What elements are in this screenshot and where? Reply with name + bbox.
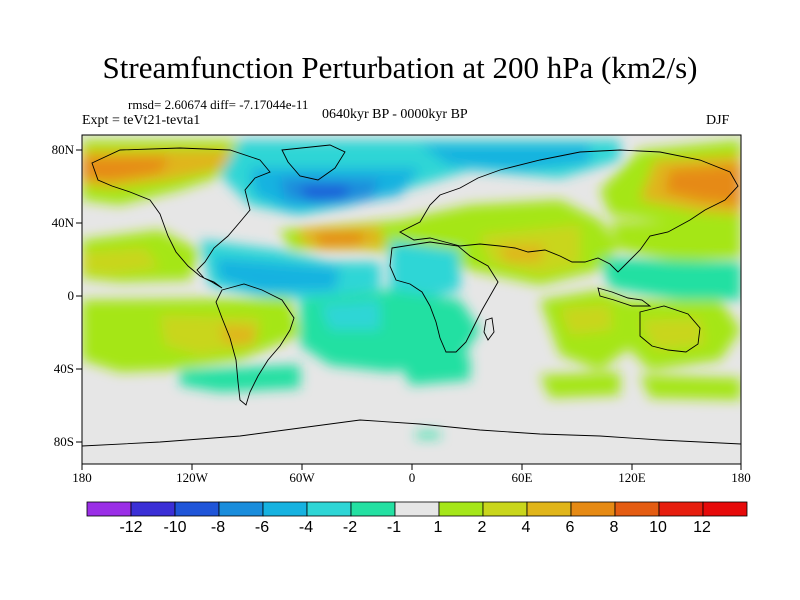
colorbar-label: 8 [610,519,619,536]
colorbar-label: 10 [649,519,667,536]
y-tick-label: 0 [68,288,75,303]
australia-outline [639,305,701,353]
north-america-outline [91,147,271,289]
x-tick-label: 180 [72,470,92,485]
x-tick-label: 120W [176,470,209,485]
y-tick-label: 40S [54,361,74,376]
colorbar-box [526,501,572,517]
colorbar-label: -8 [211,519,225,536]
africa-outline [389,241,499,353]
colorbar-label: 12 [693,519,711,536]
x-tick-label: 180 [731,470,751,485]
season-label: DJF [706,113,730,128]
south-america-outline [215,283,295,406]
x-tick-label: 120E [618,470,646,485]
colorbar-label: -1 [387,519,401,536]
colorbar [86,501,748,517]
colorbar-box [174,501,220,517]
experiment-label: Expt = teVt21-tevta1 [82,113,201,128]
contour-negative [300,186,350,198]
contour-positive [540,372,620,398]
antarctica-outline [82,419,741,447]
colorbar-label: 4 [522,519,531,536]
indonesia-outline [597,287,652,307]
colorbar-label: -10 [163,519,186,536]
y-tick-label: 40N [52,215,75,230]
greenland-outline [281,144,346,181]
stats-line: rmsd= 2.60674 diff= -7.17044e-11 [128,97,309,112]
colorbar-label: 6 [566,519,575,536]
colorbar-label: -4 [299,519,313,536]
contour-negative [390,240,460,300]
colorbar-box [262,501,308,517]
contour-field [82,135,741,464]
contour-positive [82,158,170,180]
colorbar-label: -2 [343,519,357,536]
eurasia-outline [399,149,739,273]
contour-positive [220,325,258,345]
madagascar-outline [483,317,495,341]
colorbar-box [482,501,528,517]
colorbar-box [350,501,396,517]
contour-negative [420,145,590,170]
contour-negative [600,258,741,300]
colorbar-box [702,501,748,517]
colorbar-box [614,501,660,517]
contour-negative [215,258,340,292]
x-tick-label: 60E [512,470,533,485]
contour-positive [640,375,741,400]
plot-title: Streamfunction Perturbation at 200 hPa (… [102,50,698,85]
contour-negative [416,432,440,438]
colorbar-label: 2 [478,519,487,536]
y-tick-label: 80N [52,142,75,157]
land-outline [82,144,741,447]
colorbar-box [570,501,616,517]
contour-positive [610,222,741,262]
colorbar-label: -6 [255,519,269,536]
x-tick-label: 60W [289,470,315,485]
x-tick-label: 0 [409,470,416,485]
contour-positive [82,248,160,275]
contour-positive [315,232,365,246]
contour-negative [400,355,470,385]
colorbar-box [218,501,264,517]
colorbar-box [658,501,704,517]
y-tick-label: 80S [54,434,74,449]
contour-positive [560,305,612,335]
colorbar-box [86,501,132,517]
colorbar-box [394,501,440,517]
contour-positive [500,245,545,262]
period-label: 0640kyr BP - 0000kyr BP [322,107,468,122]
contour-negative [320,300,380,330]
colorbar-label: -12 [119,519,142,536]
colorbar-label: 1 [434,519,443,536]
colorbar-box [438,501,484,517]
contour-positive [640,318,705,350]
axis-ticks [76,149,742,470]
contour-positive [665,165,741,205]
colorbar-box [130,501,176,517]
contour-negative [180,365,300,392]
colorbar-box [306,501,352,517]
